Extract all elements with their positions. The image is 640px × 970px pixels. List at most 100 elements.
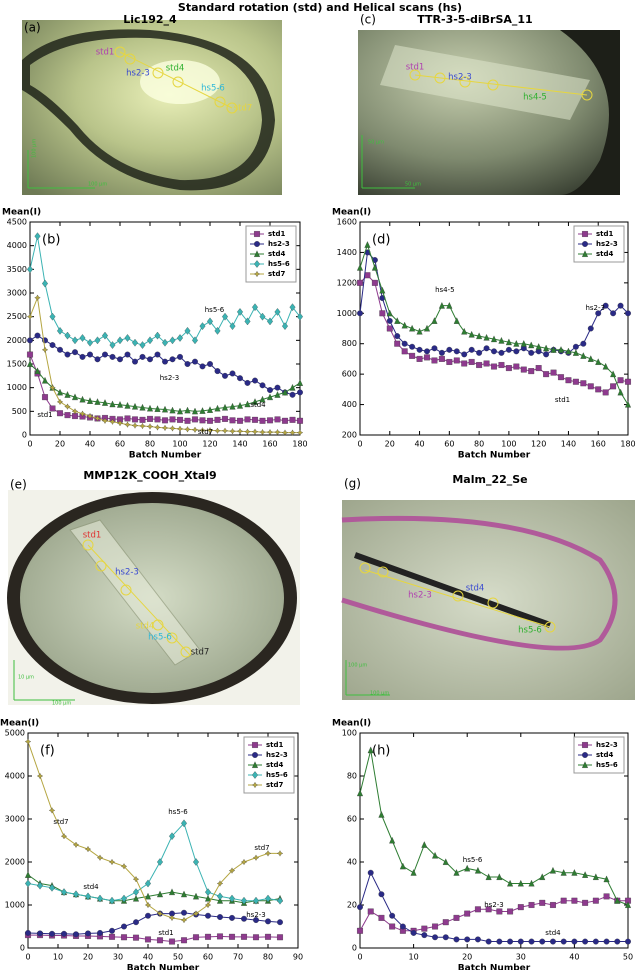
data-point	[162, 358, 168, 365]
scan-point	[172, 76, 184, 88]
data-point	[592, 873, 599, 880]
data-point	[139, 422, 146, 430]
scan-point	[226, 102, 238, 114]
data-point	[399, 923, 406, 930]
data-point	[267, 317, 273, 326]
data-point	[49, 883, 55, 892]
data-point	[79, 354, 86, 360]
scan-point	[359, 562, 371, 574]
data-point	[464, 910, 471, 917]
data-point	[73, 931, 79, 938]
data-point	[356, 263, 364, 271]
x-tick-label: 160	[262, 440, 277, 449]
data-point	[146, 423, 154, 430]
data-point	[265, 918, 271, 925]
y-tick-label: 800	[342, 339, 357, 348]
x-tick-label: 30	[516, 953, 526, 962]
data-point	[520, 340, 527, 347]
data-point	[625, 938, 631, 945]
data-point	[498, 349, 505, 356]
data-point	[121, 923, 127, 930]
data-point	[177, 416, 183, 423]
data-point	[595, 386, 602, 393]
scale-label: 10 µm	[18, 675, 34, 681]
x-tick-label: 0	[357, 440, 362, 449]
scan-point	[120, 584, 132, 596]
data-point	[161, 405, 169, 413]
x-tick-label: 0	[27, 440, 32, 449]
data-point	[507, 908, 514, 915]
data-point	[131, 422, 139, 429]
data-point	[491, 348, 497, 355]
data-point	[265, 933, 271, 940]
annotation: std4	[83, 883, 99, 891]
data-point	[386, 309, 393, 317]
data-point	[528, 368, 535, 375]
legend-label: hs2-3	[268, 240, 290, 248]
legend-label: std1	[266, 741, 284, 749]
data-point	[192, 358, 198, 365]
data-point	[421, 841, 428, 848]
data-point	[191, 407, 199, 415]
legend-label: hs2-3	[266, 751, 288, 759]
annotation: std4	[250, 401, 266, 409]
data-point	[453, 348, 460, 355]
y-tick-label: 40	[347, 858, 357, 867]
data-point	[109, 927, 115, 934]
data-point	[229, 417, 236, 424]
data-point	[267, 417, 273, 424]
photo-annotation: hs5-6	[148, 633, 172, 643]
annotation: std1	[37, 411, 52, 419]
scan-point	[152, 67, 164, 79]
data-point	[401, 340, 408, 347]
data-point	[139, 416, 146, 423]
panel-label: (h)	[372, 744, 390, 759]
data-point	[266, 429, 274, 436]
photo-title: Malm_22_Se	[452, 473, 527, 486]
data-point	[505, 338, 512, 346]
data-point	[87, 338, 93, 347]
photo-annotation: hs2-3	[126, 69, 150, 79]
data-point	[156, 910, 164, 917]
data-point	[61, 888, 67, 896]
data-point	[57, 346, 63, 353]
data-point	[154, 405, 161, 412]
data-point	[610, 383, 617, 390]
data-point	[147, 415, 153, 422]
data-point	[154, 331, 161, 340]
data-point	[595, 358, 602, 365]
data-point	[535, 365, 542, 372]
data-point	[252, 303, 258, 312]
annotation: std7	[254, 844, 269, 852]
data-point	[277, 919, 283, 926]
data-point	[162, 338, 168, 347]
data-point	[222, 372, 228, 379]
data-point	[132, 358, 138, 365]
data-point	[184, 426, 191, 433]
data-point	[26, 360, 34, 367]
photo-title: TTR-3-5-diBrSA_11	[417, 13, 532, 26]
x-tick-label: 100	[501, 440, 516, 449]
data-point	[364, 241, 371, 248]
data-point	[438, 355, 445, 362]
x-tick-label: 0	[357, 953, 362, 962]
data-point	[474, 936, 481, 943]
data-point	[549, 866, 556, 874]
photo-annotation: hs2-3	[408, 591, 432, 601]
data-point	[528, 938, 535, 945]
data-point	[617, 302, 624, 309]
scan-point	[544, 621, 556, 633]
data-point	[560, 869, 567, 876]
data-point	[205, 888, 211, 896]
x-tick-label: 20	[385, 440, 395, 449]
legend-label: std4	[596, 751, 614, 759]
data-point	[64, 412, 71, 419]
y-tick-label: 5000	[5, 729, 25, 738]
data-point	[144, 892, 152, 900]
x-tick-label: 60	[444, 440, 454, 449]
scan-point	[152, 619, 164, 631]
data-point	[169, 406, 176, 414]
scan-point	[434, 72, 446, 84]
data-point	[117, 416, 123, 423]
data-point	[367, 746, 374, 754]
